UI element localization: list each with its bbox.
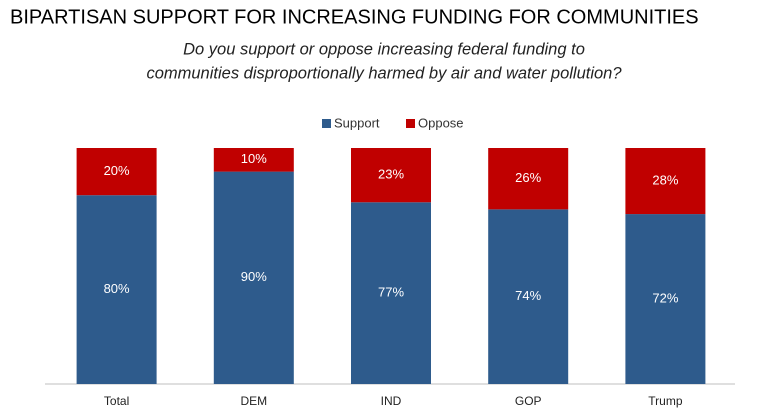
legend-label: Support [334, 115, 380, 130]
value-label: 23% [378, 167, 404, 182]
legend-swatch [406, 119, 415, 128]
chart-title: BIPARTISAN SUPPORT FOR INCREASING FUNDIN… [10, 6, 699, 28]
legend-swatch [322, 119, 331, 128]
value-label: 90% [241, 269, 267, 284]
bar-segment [351, 202, 431, 384]
x-tick-label: GOP [515, 394, 542, 408]
bar-segment [351, 148, 431, 203]
value-label: 10% [241, 151, 267, 166]
value-label: 26% [515, 170, 541, 185]
value-label: 28% [652, 172, 678, 187]
bar-segment [488, 148, 569, 210]
value-label: 72% [652, 290, 678, 305]
bar-segment [625, 214, 706, 384]
bar-segment [488, 209, 569, 384]
value-label: 74% [515, 288, 541, 303]
x-tick-label: Trump [648, 394, 683, 408]
chart-subtitle: Do you support or oppose increasing fede… [183, 40, 585, 58]
value-label: 77% [378, 285, 404, 300]
bar-segment [76, 148, 157, 196]
x-tick-label: DEM [240, 394, 267, 408]
bar-segment [213, 171, 294, 384]
chart-subtitle: communities disproportionally harmed by … [146, 64, 622, 82]
bar-segment [625, 148, 706, 215]
bar-segment [76, 195, 157, 384]
legend-label: Oppose [418, 115, 464, 130]
x-tick-label: Total [104, 394, 129, 408]
value-label: 20% [104, 163, 130, 178]
value-label: 80% [104, 281, 130, 296]
x-tick-label: IND [381, 394, 402, 408]
bar-segment [213, 148, 294, 172]
